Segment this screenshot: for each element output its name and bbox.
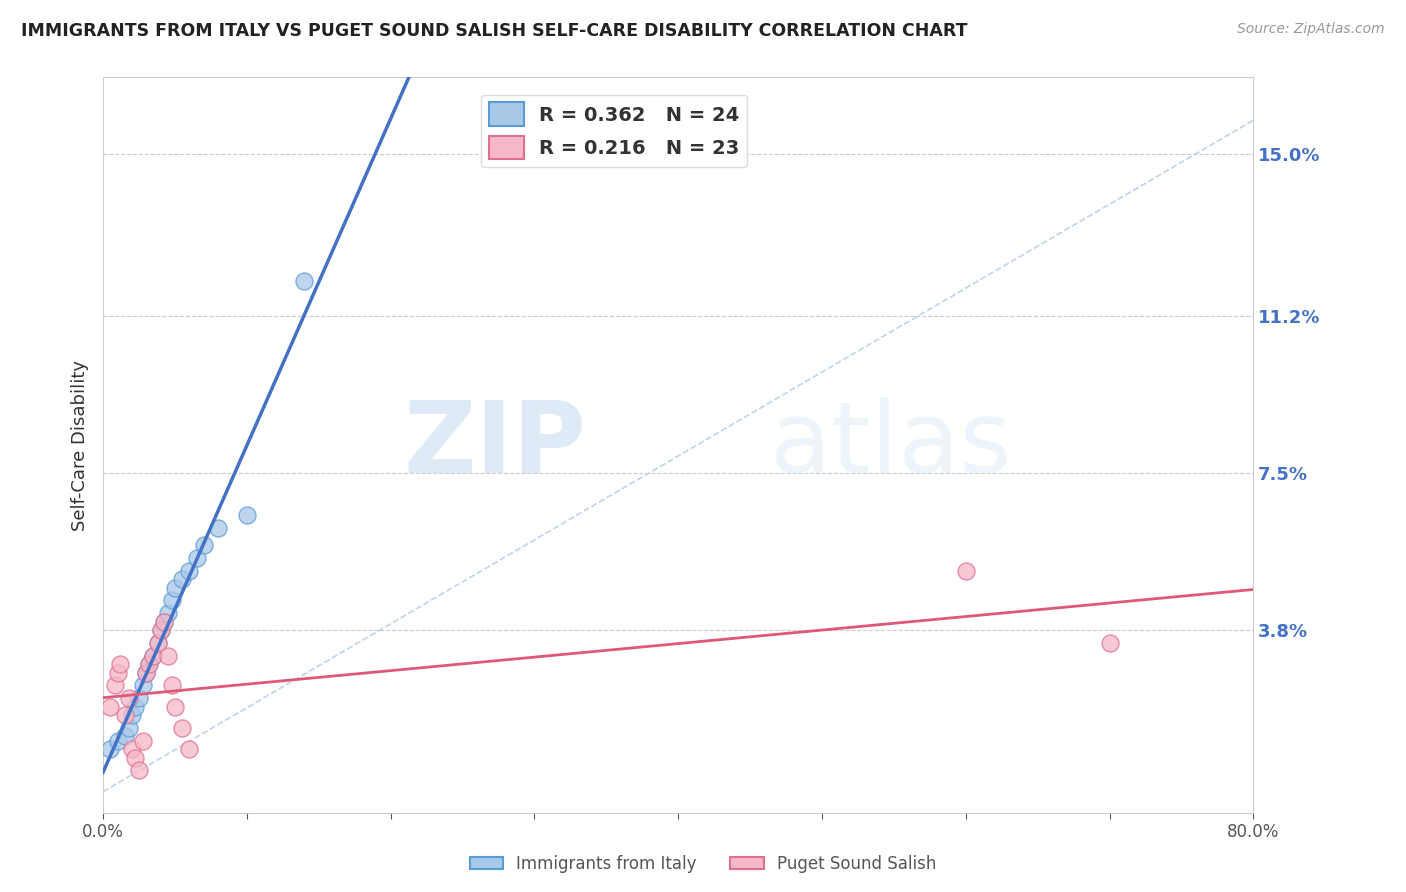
Point (128, 764, 150, 778)
Point (142, 648, 165, 663)
Point (107, 665, 129, 680)
Point (132, 733, 155, 747)
Point (121, 708, 143, 723)
Point (118, 691, 141, 706)
Point (236, 508, 259, 523)
Point (138, 657, 160, 672)
Point (179, 564, 201, 578)
Point (98, 699, 121, 714)
Point (104, 678, 127, 692)
Text: atlas: atlas (770, 397, 1012, 493)
Text: Source: ZipAtlas.com: Source: ZipAtlas.com (1237, 22, 1385, 37)
Point (98, 742, 121, 756)
Legend: Immigrants from Italy, Puget Sound Salish: Immigrants from Italy, Puget Sound Salis… (463, 848, 943, 880)
Point (163, 699, 186, 714)
Point (135, 665, 157, 680)
Point (135, 665, 157, 680)
Point (955, 564, 977, 578)
Point (160, 593, 183, 607)
Y-axis label: Self-Care Disability: Self-Care Disability (72, 359, 89, 531)
Point (1098, 636, 1121, 650)
Point (172, 572, 194, 586)
Legend: R = 0.362   N = 24, R = 0.216   N = 23: R = 0.362 N = 24, R = 0.216 N = 23 (481, 95, 747, 167)
Point (118, 721, 141, 735)
Point (146, 636, 169, 650)
Point (121, 742, 143, 756)
Point (163, 581, 186, 595)
Point (149, 623, 172, 637)
Point (142, 648, 165, 663)
Point (186, 550, 208, 565)
Point (110, 657, 132, 672)
Point (152, 615, 174, 629)
Point (160, 678, 183, 692)
Point (149, 623, 172, 637)
Text: IMMIGRANTS FROM ITALY VS PUGET SOUND SALISH SELF-CARE DISABILITY CORRELATION CHA: IMMIGRANTS FROM ITALY VS PUGET SOUND SAL… (21, 22, 967, 40)
Point (146, 636, 169, 650)
Point (114, 730, 136, 744)
Point (124, 699, 146, 714)
Point (179, 742, 201, 756)
Point (193, 538, 215, 552)
Point (128, 691, 150, 706)
Point (172, 721, 194, 735)
Point (138, 657, 160, 672)
Point (156, 648, 179, 663)
Text: ZIP: ZIP (404, 397, 586, 493)
Point (294, 275, 316, 289)
Point (114, 708, 136, 723)
Point (132, 678, 155, 692)
Point (124, 750, 146, 764)
Point (207, 521, 229, 535)
Point (156, 606, 179, 620)
Point (152, 615, 174, 629)
Point (107, 733, 129, 747)
